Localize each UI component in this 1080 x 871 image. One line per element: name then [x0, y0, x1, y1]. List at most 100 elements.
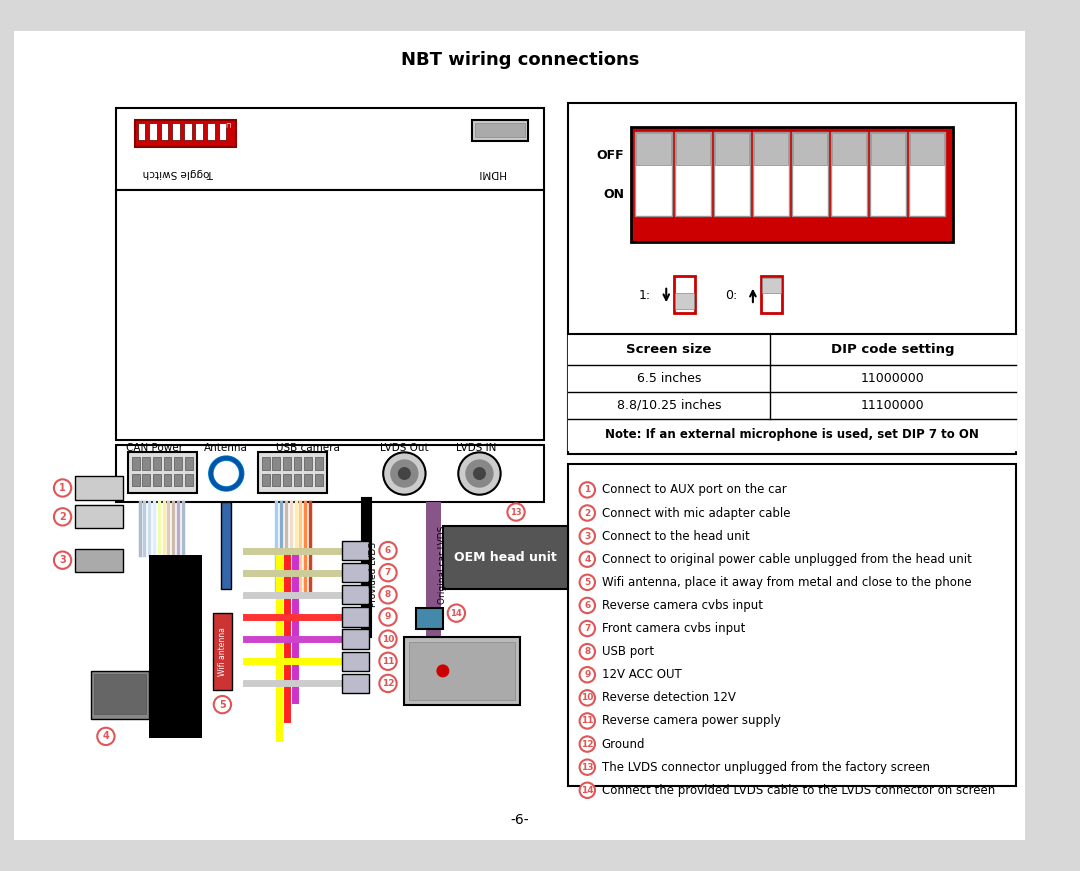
Text: 11000000: 11000000 [861, 372, 924, 385]
Bar [341, 607, 368, 626]
Text: 2: 2 [689, 249, 697, 259]
Text: Screen size: Screen size [626, 343, 712, 356]
Text: 6.5 inches: 6.5 inches [637, 372, 701, 385]
Text: 1: 1 [584, 485, 591, 495]
Bar [213, 613, 232, 690]
Text: 1:: 1: [639, 289, 651, 302]
Bar [116, 445, 544, 503]
Bar [426, 503, 441, 676]
Text: 10: 10 [382, 635, 394, 644]
Bar [675, 294, 694, 309]
Text: 1: 1 [59, 483, 66, 493]
Text: 5: 5 [584, 577, 591, 587]
Bar [207, 123, 215, 140]
Text: 2: 2 [584, 509, 591, 517]
Bar [305, 474, 312, 486]
Text: Wifi antenna, place it away from metal and close to the phone: Wifi antenna, place it away from metal a… [602, 576, 971, 589]
Text: Provided LVDS: Provided LVDS [369, 542, 378, 607]
Circle shape [379, 631, 396, 648]
Bar [792, 132, 828, 216]
Circle shape [458, 452, 501, 495]
Text: 11: 11 [581, 717, 594, 726]
Circle shape [379, 652, 396, 670]
Bar [153, 457, 161, 469]
Text: 8.8/10.25 inches: 8.8/10.25 inches [617, 399, 721, 412]
Bar [568, 103, 1015, 455]
Bar [568, 464, 1015, 787]
Bar [341, 674, 368, 693]
Text: 5: 5 [219, 699, 226, 710]
Bar [283, 474, 291, 486]
Text: Connect to original power cable unplugged from the head unit: Connect to original power cable unplugge… [602, 553, 972, 566]
Circle shape [580, 598, 595, 613]
Text: 3: 3 [584, 531, 591, 541]
Text: 3: 3 [59, 555, 66, 565]
Text: 7: 7 [584, 624, 591, 633]
Circle shape [54, 508, 71, 525]
Text: 12: 12 [381, 679, 394, 688]
Bar [760, 276, 782, 313]
Text: Note: If an external microphone is used, set DIP 7 to ON: Note: If an external microphone is used,… [605, 428, 978, 441]
Bar [675, 132, 711, 216]
Text: USB port: USB port [602, 645, 653, 658]
Bar [294, 474, 301, 486]
Bar [761, 278, 781, 294]
Bar [909, 132, 945, 216]
Text: 6: 6 [846, 249, 852, 259]
Circle shape [399, 468, 410, 479]
Text: 9: 9 [384, 612, 391, 622]
Circle shape [448, 604, 465, 622]
Bar [409, 642, 515, 699]
Bar [272, 457, 280, 469]
Text: OEM head unit: OEM head unit [454, 551, 557, 564]
Text: Reverse detection 12V: Reverse detection 12V [602, 692, 735, 705]
Bar [341, 630, 368, 649]
Text: 8: 8 [584, 647, 591, 656]
Circle shape [580, 575, 595, 590]
Text: ⊓: ⊓ [226, 123, 231, 129]
Text: OFF: OFF [596, 149, 624, 162]
Bar [832, 132, 866, 165]
Bar [404, 638, 519, 705]
Circle shape [97, 727, 114, 745]
Circle shape [379, 586, 396, 604]
Bar [92, 671, 149, 719]
Bar [149, 556, 202, 739]
Text: Front camera cvbs input: Front camera cvbs input [602, 622, 745, 635]
Circle shape [580, 644, 595, 659]
Circle shape [580, 760, 595, 775]
Bar [272, 474, 280, 486]
Text: 10: 10 [581, 693, 594, 702]
Circle shape [54, 551, 71, 569]
Text: -6-: -6- [511, 814, 529, 827]
Circle shape [580, 690, 595, 706]
Circle shape [54, 479, 71, 496]
Text: 6: 6 [384, 546, 391, 555]
Bar [221, 503, 231, 589]
Text: Original car LVDS: Original car LVDS [438, 526, 447, 604]
Circle shape [465, 460, 492, 487]
Bar [174, 457, 181, 469]
Bar [164, 457, 172, 469]
Text: 1: 1 [650, 249, 657, 259]
Bar [94, 674, 147, 714]
Bar [283, 457, 291, 469]
Bar [261, 457, 270, 469]
Bar [132, 457, 139, 469]
Bar [76, 549, 123, 571]
Bar [754, 132, 788, 165]
Bar [129, 452, 198, 493]
Bar [831, 132, 867, 216]
Circle shape [379, 675, 396, 692]
Text: 12V ACC OUT: 12V ACC OUT [602, 668, 681, 681]
Bar [631, 127, 954, 242]
Bar [636, 132, 671, 165]
Bar [715, 132, 748, 165]
Circle shape [580, 529, 595, 544]
Circle shape [383, 452, 426, 495]
Text: ON↓: ON↓ [634, 261, 662, 272]
Circle shape [580, 505, 595, 521]
Bar [76, 476, 123, 500]
Text: 13: 13 [510, 508, 522, 517]
Bar [143, 457, 150, 469]
